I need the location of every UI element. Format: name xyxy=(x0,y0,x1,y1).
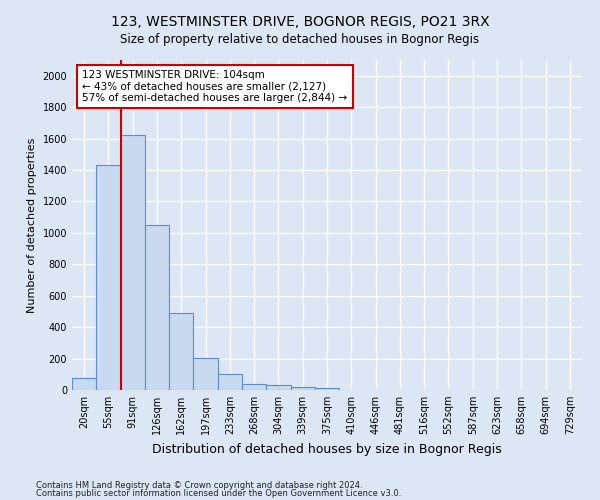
Bar xyxy=(145,225,169,390)
Bar xyxy=(266,386,290,390)
Bar xyxy=(193,358,218,390)
Bar xyxy=(169,313,193,390)
Text: 123, WESTMINSTER DRIVE, BOGNOR REGIS, PO21 3RX: 123, WESTMINSTER DRIVE, BOGNOR REGIS, PO… xyxy=(110,15,490,29)
Bar xyxy=(72,378,96,390)
Bar xyxy=(290,386,315,390)
Y-axis label: Number of detached properties: Number of detached properties xyxy=(27,138,37,312)
Text: Contains public sector information licensed under the Open Government Licence v3: Contains public sector information licen… xyxy=(36,489,401,498)
X-axis label: Distribution of detached houses by size in Bognor Regis: Distribution of detached houses by size … xyxy=(152,442,502,456)
Bar xyxy=(121,136,145,390)
Text: 123 WESTMINSTER DRIVE: 104sqm
← 43% of detached houses are smaller (2,127)
57% o: 123 WESTMINSTER DRIVE: 104sqm ← 43% of d… xyxy=(82,70,347,103)
Bar xyxy=(242,384,266,390)
Text: Contains HM Land Registry data © Crown copyright and database right 2024.: Contains HM Land Registry data © Crown c… xyxy=(36,480,362,490)
Bar xyxy=(96,166,121,390)
Bar xyxy=(315,388,339,390)
Bar xyxy=(218,374,242,390)
Text: Size of property relative to detached houses in Bognor Regis: Size of property relative to detached ho… xyxy=(121,32,479,46)
